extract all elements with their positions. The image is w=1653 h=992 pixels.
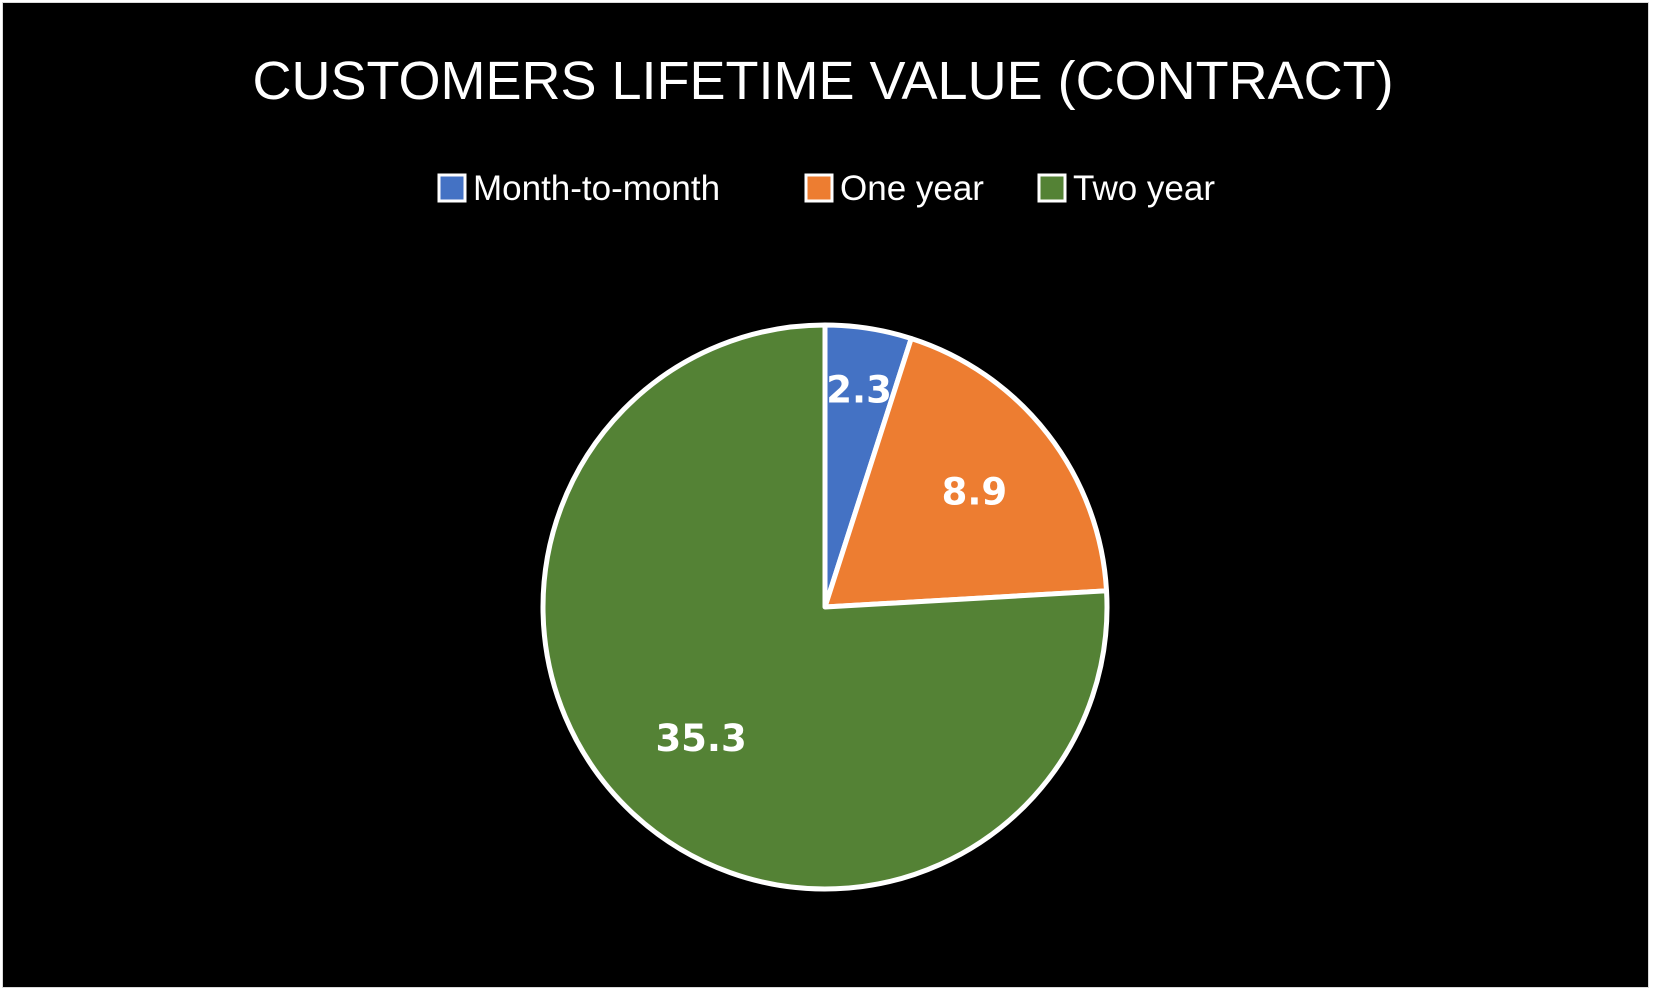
legend-label-one-year: One year: [840, 169, 984, 208]
legend-label-two-year: Two year: [1073, 169, 1215, 208]
data-label-two-year: 35.3: [655, 717, 746, 760]
legend: Month-to-month One year Two year: [437, 169, 1215, 208]
pie-slice-two-year: [540, 322, 1110, 892]
pie-slices: [540, 322, 1110, 892]
pie-slice-one-year: [822, 336, 1110, 610]
chart-title: CUSTOMERS LIFETIME VALUE (CONTRACT): [252, 51, 1393, 111]
legend-swatch-two-year: [1037, 173, 1067, 203]
legend-swatch-one-year: [804, 173, 834, 203]
legend-swatch-month-to-month: [437, 173, 467, 203]
legend-label-month-to-month: Month-to-month: [473, 169, 720, 208]
data-label-month-to-month: 2.3: [826, 369, 892, 412]
pie-data-labels: 2.3 8.9 35.3: [655, 369, 1007, 761]
pie-chart: CUSTOMERS LIFETIME VALUE (CONTRACT) Mont…: [252, 51, 1394, 892]
data-label-one-year: 8.9: [942, 470, 1008, 513]
